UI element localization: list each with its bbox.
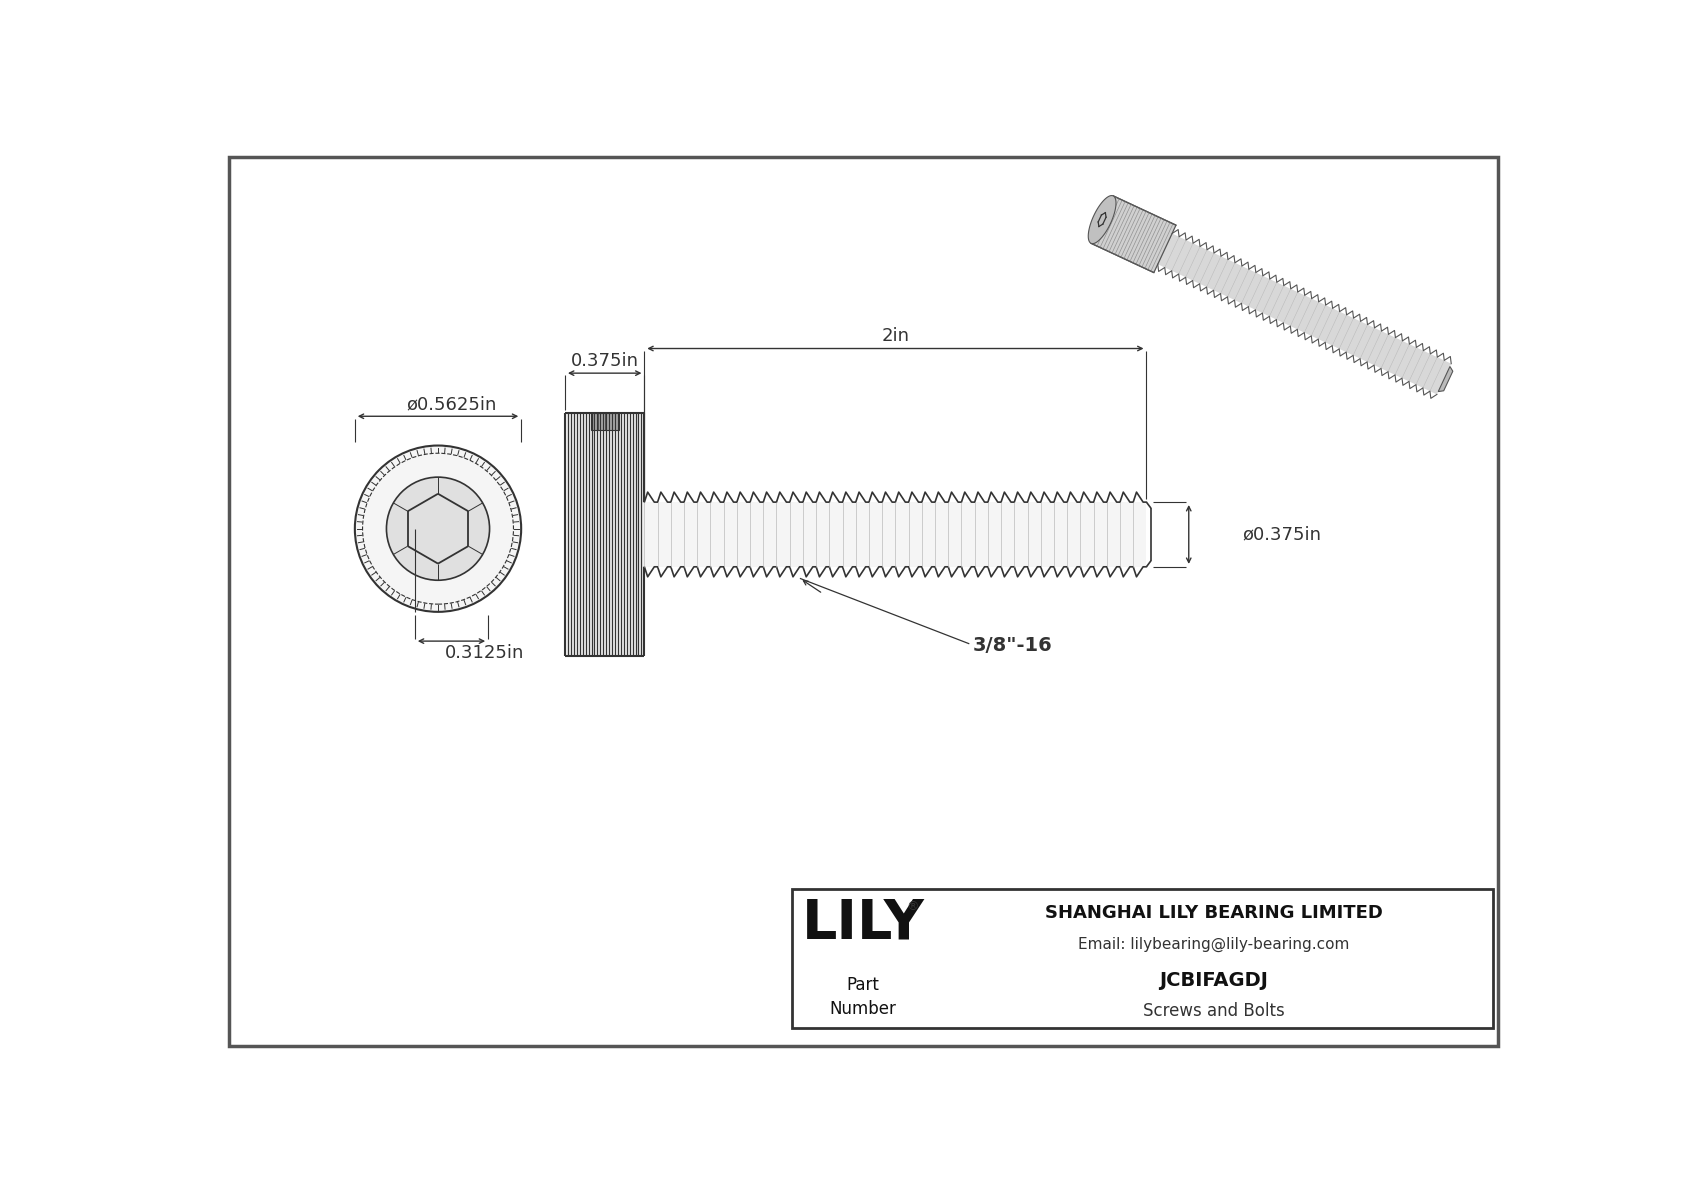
Text: Screws and Bolts: Screws and Bolts — [1143, 1002, 1285, 1019]
Text: Email: lilybearing@lily-bearing.com: Email: lilybearing@lily-bearing.com — [1078, 937, 1349, 952]
Polygon shape — [1438, 367, 1453, 392]
Circle shape — [355, 445, 520, 612]
Polygon shape — [1091, 195, 1175, 273]
Text: ø0.375in: ø0.375in — [1243, 525, 1322, 543]
Text: ®: ® — [906, 900, 919, 913]
Text: 0.375in: 0.375in — [571, 351, 638, 370]
Text: JCBIFAGDJ: JCBIFAGDJ — [1159, 971, 1268, 990]
Polygon shape — [1159, 233, 1452, 394]
Bar — [566, 413, 645, 656]
Polygon shape — [1088, 195, 1116, 244]
Bar — [791, 888, 1494, 1028]
Text: Part
Number: Part Number — [830, 977, 896, 1018]
Text: ø0.5625in: ø0.5625in — [406, 395, 497, 413]
Bar — [591, 413, 618, 430]
Text: SHANGHAI LILY BEARING LIMITED: SHANGHAI LILY BEARING LIMITED — [1044, 904, 1383, 922]
Circle shape — [386, 478, 490, 580]
Bar — [645, 503, 1147, 567]
Text: 0.3125in: 0.3125in — [445, 644, 524, 662]
Text: 3/8"-16: 3/8"-16 — [973, 636, 1052, 655]
Text: 2in: 2in — [881, 328, 909, 345]
Text: LILY: LILY — [802, 897, 925, 950]
